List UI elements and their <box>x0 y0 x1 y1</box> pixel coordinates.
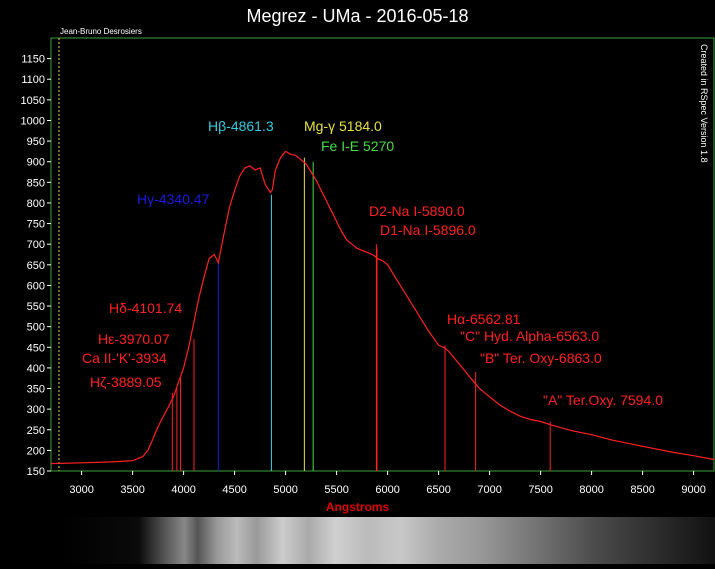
y-tick-label: 1150 <box>21 54 45 66</box>
spectral-line-label: D1-Na I-5896.0 <box>380 222 476 238</box>
spectral-line-label: "C" Hyd. Alpha-6563.0 <box>460 328 599 344</box>
y-tick-label: 200 <box>27 445 45 457</box>
spectrum-gradient-strip <box>60 517 715 564</box>
spectral-line-label: D2-Na I-5890.0 <box>369 203 465 219</box>
y-tick-label: 450 <box>27 342 45 354</box>
y-tick-label: 900 <box>27 157 45 169</box>
y-tick-label: 750 <box>27 219 45 231</box>
y-tick-label: 850 <box>27 177 45 189</box>
y-tick-label: 150 <box>27 466 45 478</box>
series-group <box>50 150 715 465</box>
y-tick-label: 350 <box>27 384 45 396</box>
spectrum-line <box>50 150 715 465</box>
x-tick-label: 8500 <box>630 484 654 496</box>
y-tick-label: 1050 <box>21 95 45 107</box>
spectral-line-label: Ca II-'K'-3934 <box>82 350 167 366</box>
y-tick-label: 600 <box>27 280 45 292</box>
y-tick-label: 550 <box>27 301 45 313</box>
x-tick-label: 5500 <box>324 484 348 496</box>
axes-group: 150 200 250 300 350 400 450 500 550 600 650 700 750 8… <box>21 37 715 496</box>
author-label: Jean-Bruno Desrosiers <box>60 27 142 36</box>
x-tick-label: 3000 <box>69 484 93 496</box>
y-tick-label: 1000 <box>21 115 45 127</box>
spectral-line-label: Hα-6562.81 <box>447 311 521 327</box>
x-tick-label: 7000 <box>477 484 501 496</box>
x-tick-label: 5000 <box>273 484 297 496</box>
x-axis-label: Angstroms <box>325 500 390 514</box>
spectral-line-label: Hγ-4340.47 <box>137 191 210 207</box>
chart-title: Megrez - UMa - 2016-05-18 <box>246 6 469 26</box>
x-tick-label: 3500 <box>120 484 144 496</box>
x-tick-label: 4000 <box>171 484 195 496</box>
spectral-line-label: Hβ-4861.3 <box>208 118 274 134</box>
x-tick-label: 8000 <box>579 484 603 496</box>
line-labels-group: Hζ-3889.05 Ca II-'K'-3934 Hε-3970.07 Hδ-410… <box>82 118 663 408</box>
spectral-line-label: Hζ-3889.05 <box>90 374 162 390</box>
x-tick-label: 7500 <box>528 484 552 496</box>
y-tick-label: 250 <box>27 425 45 437</box>
x-tick-label: 9000 <box>681 484 705 496</box>
spectral-line-label: "A" Ter.Oxy. 7594.0 <box>543 392 663 408</box>
plot-frame <box>50 37 715 472</box>
y-tick-label: 800 <box>27 198 45 210</box>
spectral-line-label: "B" Ter. Oxy-6863.0 <box>480 350 602 366</box>
y-tick-label: 1100 <box>21 74 45 86</box>
spectral-line-label: Hε-3970.07 <box>98 331 170 347</box>
x-tick-label: 4500 <box>222 484 246 496</box>
y-tick-label: 650 <box>27 260 45 272</box>
y-tick-label: 400 <box>27 363 45 375</box>
y-tick-label: 300 <box>27 404 45 416</box>
spectrum-image-strip <box>60 517 715 564</box>
y-tick-label: 950 <box>27 136 45 148</box>
y-tick-label: 700 <box>27 239 45 251</box>
spectral-line-label: Mg-γ 5184.0 <box>304 118 382 134</box>
spectral-line-label: Hδ-4101.74 <box>109 300 182 316</box>
x-tick-label: 6000 <box>375 484 399 496</box>
x-tick-label: 6500 <box>426 484 450 496</box>
spectral-line-label: Fe I-E 5270 <box>321 138 394 154</box>
spectral-lines-group <box>171 157 551 471</box>
y-tick-label: 500 <box>27 322 45 334</box>
